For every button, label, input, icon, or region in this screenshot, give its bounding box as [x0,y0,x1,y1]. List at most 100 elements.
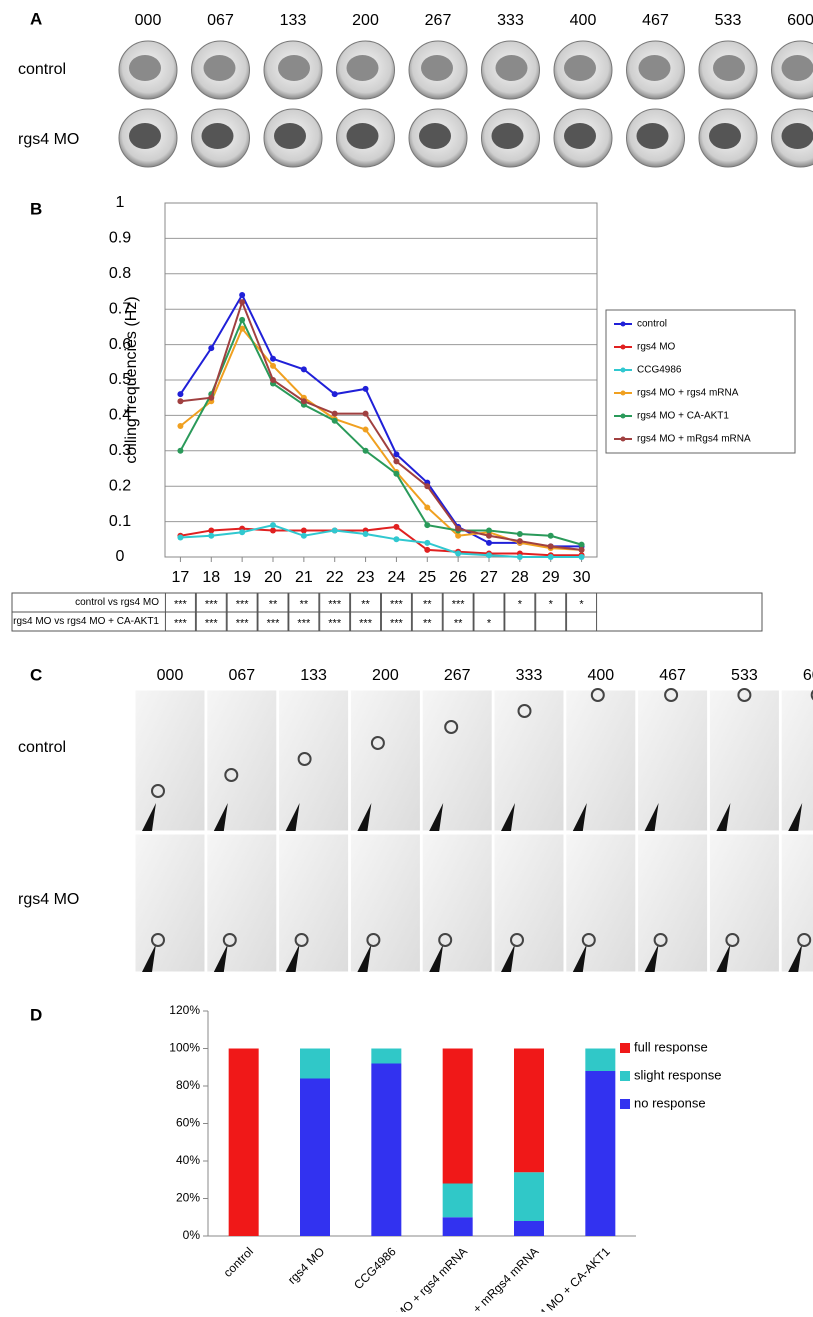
row-label: control [18,739,66,756]
point [208,395,214,401]
legend-swatch [620,1071,630,1081]
point [393,524,399,530]
larva-image [350,690,420,831]
bar-segment [300,1079,330,1237]
time-label: 267 [444,667,471,684]
table-cell-text: *** [236,598,250,610]
point [208,527,214,533]
larva-image [709,834,779,972]
table-cell-text: *** [297,617,311,629]
larva-image [135,690,205,831]
table-cell-text: ** [423,598,432,610]
point [455,550,461,556]
x-tick-label: 22 [326,569,344,586]
legend-label: no response [634,1095,706,1110]
embryo-body [202,123,234,149]
point [332,418,338,424]
y-tick-label: 40% [176,1153,200,1167]
panel-label: C [30,665,42,684]
point [486,527,492,533]
point [270,377,276,383]
time-label: 333 [516,667,543,684]
x-tick-label: 26 [449,569,467,586]
embryo-body [782,123,813,149]
bar-segment [585,1049,615,1072]
point [301,527,307,533]
point [579,554,585,560]
time-label: 600 [803,667,813,684]
time-label: 533 [715,12,742,29]
point [517,531,523,537]
embryo-body [564,123,596,149]
table-row-label: control vs rgs4 MO [75,597,159,608]
table-cell-text: ** [454,617,463,629]
x-tick-label: 30 [573,569,591,586]
embryo-body [713,55,745,81]
table-cell-text: * [487,617,492,629]
table-row-label: rgs4 MO vs rgs4 MO + CA-AKT1 [13,616,159,627]
larva-image [781,690,813,831]
time-label: 533 [731,667,758,684]
legend-label: rgs4 MO + rgs4 mRNA [637,388,739,399]
point [517,538,523,544]
legend-marker [621,368,626,373]
x-tick-label: 21 [295,569,313,586]
row-label: rgs4 MO [18,891,79,908]
y-tick-label: 100% [169,1041,200,1055]
larva-image [135,834,205,972]
bar-segment [300,1049,330,1079]
bar-segment [514,1049,544,1173]
point [486,540,492,546]
point [579,542,585,548]
bar-segment [371,1049,401,1064]
table-cell-text: ** [269,598,278,610]
point [455,533,461,539]
point [424,540,430,546]
larva-image [494,690,564,831]
y-tick-label: 0.9 [109,230,131,247]
row-label: rgs4 MO [18,131,79,148]
time-label: 000 [135,12,162,29]
larva-image [781,834,813,972]
bar-segment [585,1071,615,1236]
point [393,471,399,477]
legend-marker [621,414,626,419]
table-cell-text: *** [328,617,342,629]
table-cell-text: *** [390,598,404,610]
point [393,458,399,464]
x-tick-label: 24 [388,569,406,586]
bar-segment [514,1221,544,1236]
table-cell-text: * [518,598,523,610]
x-tick-label: 23 [357,569,375,586]
table-cell-text: *** [174,617,188,629]
point [239,292,245,298]
larva-image [422,690,492,831]
larva-image [350,834,420,972]
point [486,533,492,539]
table-cell [536,612,566,631]
panel-label: B [30,199,42,218]
embryo-body [564,55,596,81]
larva-image [709,690,779,831]
larva-image [566,690,636,831]
time-label: 200 [352,12,379,29]
series-line [180,302,581,550]
legend-marker [621,322,626,327]
point [301,533,307,539]
larva-image [566,834,636,972]
embryo-body [274,123,306,149]
table-cell-text: *** [205,598,219,610]
legend-box [606,310,795,453]
y-tick-label: 80% [176,1078,200,1092]
point [270,527,276,533]
embryo-body [419,123,451,149]
point [579,547,585,553]
point [270,356,276,362]
point [548,554,554,560]
legend-marker [621,345,626,350]
table-cell-text: *** [452,598,466,610]
x-tick-label: 29 [542,569,560,586]
larva-image [422,834,492,972]
y-tick-label: 0% [183,1228,201,1242]
